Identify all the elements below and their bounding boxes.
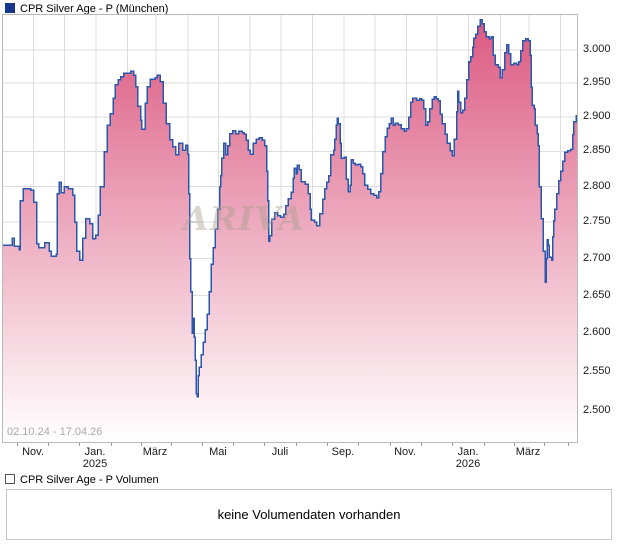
y-tick-label: 2.850	[583, 144, 611, 156]
y-tick-label: 2.800	[583, 180, 611, 192]
x-axis-tick	[390, 443, 391, 446]
y-tick-label: 2.600	[583, 326, 611, 338]
y-tick-label: 3.000	[583, 43, 611, 55]
x-axis-tick	[202, 443, 203, 446]
x-tick-label: März	[515, 446, 541, 458]
y-tick-label: 2.750	[583, 215, 611, 227]
volume-legend-icon	[5, 474, 15, 484]
x-axis-tick	[233, 443, 234, 446]
x-axis-tick	[452, 443, 453, 446]
x-tick-label: Nov.	[22, 446, 44, 458]
series-legend-icon	[5, 3, 15, 13]
y-tick-label: 2.950	[583, 76, 611, 88]
volume-panel: keine Volumendaten vorhanden	[6, 489, 612, 540]
x-axis-tick	[141, 443, 142, 446]
x-axis-tick	[171, 443, 172, 446]
x-axis-tick	[327, 443, 328, 446]
x-axis-tick	[79, 443, 80, 446]
volume-title: CPR Silver Age - P Volumen	[20, 474, 159, 486]
volume-title-row: CPR Silver Age - P Volumen	[5, 474, 159, 486]
chart-title: CPR Silver Age - P (München)	[20, 3, 169, 15]
x-axis-tick	[484, 443, 485, 446]
y-tick-label: 2.650	[583, 289, 611, 301]
x-tick-label: Sep.	[331, 446, 355, 458]
y-tick-label: 2.500	[583, 404, 611, 416]
x-axis-tick	[544, 443, 545, 446]
x-tick-label: Juli	[271, 446, 289, 458]
volume-empty-message: keine Volumendaten vorhanden	[217, 507, 401, 522]
y-tick-label: 2.900	[583, 110, 611, 122]
x-axis-tick	[421, 443, 422, 446]
x-axis-tick	[296, 443, 297, 446]
y-tick-label: 2.550	[583, 365, 611, 377]
price-chart-plot[interactable]: ARIVA	[2, 14, 578, 443]
x-axis-tick	[358, 443, 359, 446]
x-tick-label: Jan.	[84, 446, 106, 458]
x-tick-year-label: 2025	[82, 458, 108, 470]
x-tick-label: Nov.	[394, 446, 416, 458]
x-tick-label: Jan.	[457, 446, 479, 458]
x-axis-tick	[17, 443, 18, 446]
x-axis-tick	[264, 443, 265, 446]
y-tick-label: 2.700	[583, 252, 611, 264]
x-tick-label: März	[142, 446, 168, 458]
x-axis-tick	[568, 443, 569, 446]
x-axis-tick	[514, 443, 515, 446]
x-axis-tick	[111, 443, 112, 446]
x-tick-label: Mai	[209, 446, 227, 458]
x-tick-year-label: 2026	[455, 458, 481, 470]
date-range-label: 02.10.24 - 17.04.26	[7, 426, 103, 438]
x-axis-tick	[48, 443, 49, 446]
price-chart-svg	[3, 15, 577, 442]
chart-title-row: CPR Silver Age - P (München)	[5, 3, 168, 15]
